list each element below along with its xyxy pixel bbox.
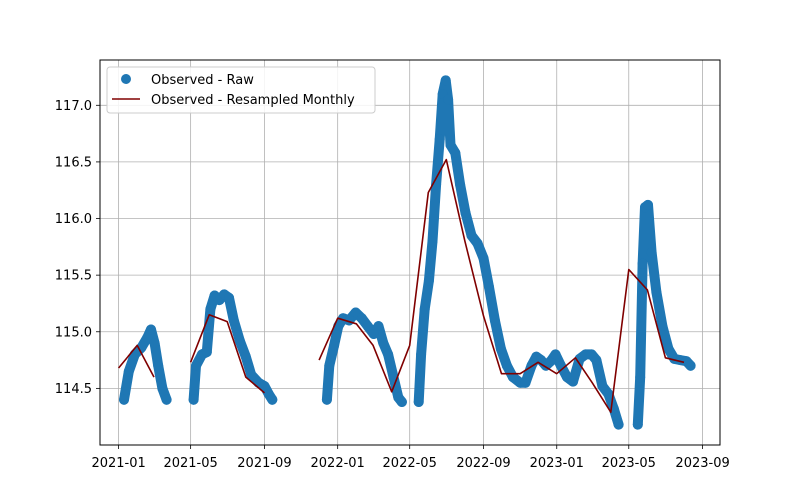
raw-point	[329, 340, 340, 351]
y-axis: 114.5 115.0 115.5 116.0 116.5 117.0	[55, 99, 100, 397]
raw-point	[368, 329, 379, 339]
raw-point	[472, 238, 483, 249]
raw-point	[246, 369, 257, 380]
raw-point	[191, 360, 201, 371]
raw-point	[153, 360, 164, 371]
raw-point	[597, 381, 608, 392]
raw-point	[450, 147, 461, 158]
x-tick-label: 2022-09	[456, 456, 510, 471]
y-tick-label: 115.0	[55, 325, 92, 340]
raw-point	[234, 335, 245, 346]
grid	[100, 60, 720, 445]
x-tick-label: 2021-05	[163, 456, 217, 471]
legend-label-raw: Observed - Raw	[151, 73, 254, 88]
x-tick-label: 2022-01	[311, 456, 365, 471]
raw-point	[321, 394, 332, 405]
raw-point	[423, 275, 434, 286]
legend: Observed - Raw Observed - Resampled Mont…	[106, 66, 376, 114]
raw-point	[507, 372, 518, 383]
raw-point	[413, 397, 424, 407]
raw-point	[419, 304, 430, 315]
plot-data	[117, 75, 696, 430]
raw-point	[362, 321, 373, 332]
raw-point	[635, 372, 646, 383]
raw-point	[646, 247, 657, 258]
raw-point	[205, 304, 216, 315]
raw-point	[478, 253, 489, 264]
raw-point	[466, 230, 477, 241]
raw-point	[483, 281, 494, 292]
x-tick-label: 2023-09	[675, 456, 729, 471]
raw-point	[445, 139, 456, 150]
raw-point	[443, 94, 454, 105]
raw-point	[416, 349, 427, 360]
raw-point	[383, 349, 394, 360]
raw-point	[489, 315, 500, 326]
raw-point	[501, 360, 512, 371]
raw-point	[632, 419, 643, 430]
raw-point	[119, 394, 129, 405]
raw-point	[259, 381, 270, 392]
monthly-line	[189, 314, 266, 394]
raw-point	[460, 207, 471, 218]
raw-point	[434, 134, 445, 145]
x-axis: 2021-01 2021-05 2021-09 2022-01 2022-05 2022-…	[91, 445, 730, 471]
monthly-line	[117, 344, 155, 378]
raw-point	[637, 258, 648, 269]
raw-point	[123, 366, 134, 377]
raw-point	[157, 383, 168, 394]
raw-point	[603, 389, 614, 399]
raw-point	[240, 351, 251, 362]
raw-point	[455, 179, 466, 190]
y-tick-label: 115.5	[55, 269, 92, 284]
raw-point	[373, 321, 384, 332]
raw-point	[228, 315, 239, 326]
x-tick-label: 2021-01	[91, 456, 145, 471]
x-tick-label: 2023-05	[602, 456, 656, 471]
raw-point	[495, 343, 506, 354]
raw-point	[201, 347, 212, 358]
raw-point	[657, 321, 668, 332]
raw-point	[267, 394, 278, 405]
monthly-series	[117, 158, 685, 413]
raw-point	[643, 199, 653, 210]
legend-label-monthly: Observed - Resampled Monthly	[151, 93, 355, 108]
legend-box	[106, 66, 376, 114]
raw-point	[651, 287, 662, 298]
x-tick-label: 2023-01	[530, 456, 584, 471]
x-tick-label: 2021-09	[237, 456, 291, 471]
monthly-line	[318, 158, 685, 413]
raw-point	[188, 394, 199, 405]
raw-point	[663, 343, 674, 354]
raw-point	[550, 349, 561, 360]
raw-point	[378, 338, 389, 349]
raw-point	[520, 377, 531, 388]
raw-point	[356, 313, 367, 324]
raw-point	[324, 360, 335, 371]
raw-point	[146, 324, 156, 335]
y-tick-label: 114.5	[55, 382, 92, 397]
legend-marker-raw	[121, 74, 131, 84]
raw-point	[427, 236, 438, 247]
y-tick-label: 116.0	[55, 212, 92, 227]
raw-point	[149, 338, 160, 349]
raw-point	[685, 360, 696, 371]
raw-point	[224, 292, 234, 303]
raw-point	[591, 355, 602, 366]
raw-point	[440, 75, 451, 86]
x-tick-label: 2022-05	[383, 456, 437, 471]
raw-point	[396, 397, 407, 407]
y-tick-label: 116.5	[55, 155, 92, 170]
raw-point	[613, 419, 624, 430]
raw-point	[568, 376, 578, 387]
raw-point	[142, 332, 153, 343]
raw-point	[161, 394, 172, 405]
y-tick-label: 117.0	[55, 99, 92, 114]
